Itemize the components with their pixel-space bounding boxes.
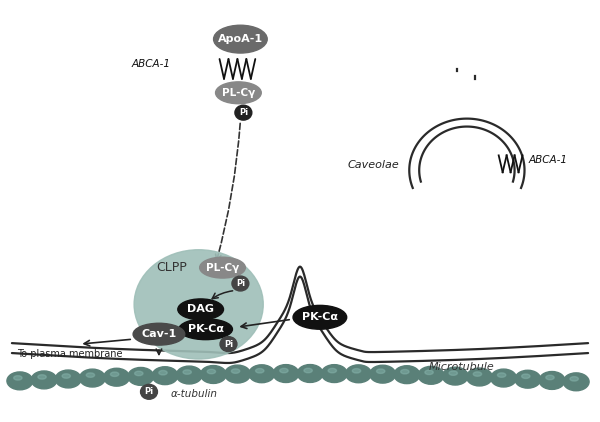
Ellipse shape <box>352 368 361 373</box>
Ellipse shape <box>322 365 347 382</box>
Ellipse shape <box>110 372 119 376</box>
Ellipse shape <box>280 368 288 373</box>
Text: PL-Cγ: PL-Cγ <box>206 262 239 273</box>
Ellipse shape <box>425 370 433 375</box>
Ellipse shape <box>473 372 482 376</box>
Text: Microtubule: Microtubule <box>429 362 495 372</box>
Ellipse shape <box>80 369 106 387</box>
Ellipse shape <box>467 368 493 386</box>
Ellipse shape <box>249 365 275 383</box>
Ellipse shape <box>539 371 565 390</box>
Text: PK-Cα: PK-Cα <box>188 324 224 334</box>
Text: Pi: Pi <box>224 340 233 349</box>
Ellipse shape <box>328 368 337 373</box>
Ellipse shape <box>159 371 167 375</box>
Ellipse shape <box>128 368 154 385</box>
Ellipse shape <box>62 374 70 378</box>
Ellipse shape <box>394 366 420 384</box>
Ellipse shape <box>183 370 191 374</box>
Text: Pi: Pi <box>145 387 154 396</box>
Ellipse shape <box>215 82 261 104</box>
Ellipse shape <box>521 374 530 379</box>
Ellipse shape <box>220 337 237 352</box>
Ellipse shape <box>152 367 178 384</box>
Ellipse shape <box>442 367 468 385</box>
Ellipse shape <box>449 371 457 375</box>
Ellipse shape <box>491 369 517 387</box>
Ellipse shape <box>178 299 224 320</box>
Ellipse shape <box>256 368 264 373</box>
Ellipse shape <box>418 366 444 384</box>
Ellipse shape <box>7 372 33 390</box>
Text: Pi: Pi <box>236 279 245 288</box>
Text: ABCA-1: ABCA-1 <box>529 155 568 165</box>
Ellipse shape <box>497 373 506 377</box>
Ellipse shape <box>232 276 249 291</box>
Ellipse shape <box>207 369 215 374</box>
Ellipse shape <box>176 366 202 384</box>
Ellipse shape <box>31 371 57 389</box>
Ellipse shape <box>224 365 250 383</box>
Ellipse shape <box>104 368 130 386</box>
Text: DAG: DAG <box>187 304 214 314</box>
Ellipse shape <box>570 376 578 381</box>
Ellipse shape <box>134 371 143 376</box>
Text: PK-Cα: PK-Cα <box>302 312 338 322</box>
Ellipse shape <box>297 365 323 382</box>
Text: PL-Cγ: PL-Cγ <box>222 88 255 98</box>
Text: α-tubulin: α-tubulin <box>171 389 218 399</box>
Ellipse shape <box>200 365 226 384</box>
Text: CLPP: CLPP <box>156 261 187 274</box>
Ellipse shape <box>376 369 385 373</box>
Text: Caveolae: Caveolae <box>347 160 400 170</box>
Ellipse shape <box>546 375 554 380</box>
Ellipse shape <box>133 323 185 345</box>
Ellipse shape <box>515 370 541 388</box>
Ellipse shape <box>55 370 81 388</box>
Ellipse shape <box>214 25 267 53</box>
Text: Cav-1: Cav-1 <box>142 329 176 339</box>
Ellipse shape <box>235 105 252 120</box>
Ellipse shape <box>38 375 46 379</box>
Ellipse shape <box>370 365 395 383</box>
Text: Pi: Pi <box>239 108 248 117</box>
Ellipse shape <box>232 369 240 373</box>
Ellipse shape <box>293 306 347 329</box>
Ellipse shape <box>273 365 299 382</box>
Text: ABCA-1: ABCA-1 <box>132 59 171 69</box>
Ellipse shape <box>86 373 95 377</box>
Ellipse shape <box>14 376 22 380</box>
Text: To plasma membrane: To plasma membrane <box>17 349 122 359</box>
Ellipse shape <box>346 365 371 383</box>
Text: ApoA-1: ApoA-1 <box>218 34 263 44</box>
Ellipse shape <box>401 369 409 374</box>
Ellipse shape <box>200 257 245 278</box>
Ellipse shape <box>304 368 313 373</box>
Ellipse shape <box>563 373 589 391</box>
Ellipse shape <box>179 319 232 340</box>
Ellipse shape <box>140 384 157 399</box>
Ellipse shape <box>134 250 263 359</box>
